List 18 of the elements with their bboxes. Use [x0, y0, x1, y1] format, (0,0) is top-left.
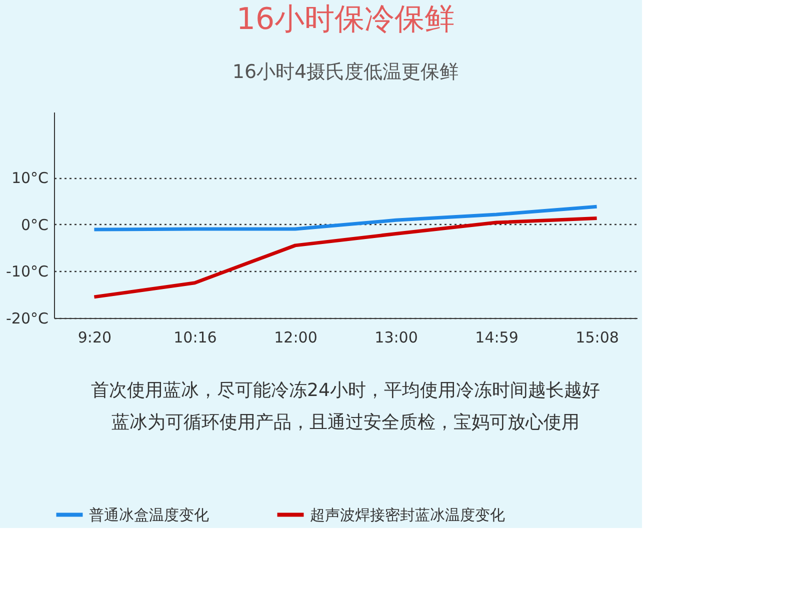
line-series — [92, 216, 599, 299]
text: 首次使用蓝冰，尽可能冷冻24小时，平均使用冷冻时间越长越好 — [91, 380, 600, 401]
line-series — [92, 204, 599, 232]
x-tick-label: 9:20 — [78, 328, 112, 346]
text: 蓝冰为可循环使用产品，且通过安全质检，宝妈可放心使用 — [112, 412, 580, 433]
legend-label: 普通冰盒温度变化 — [89, 506, 209, 524]
y-tick-label: 0°C — [20, 216, 48, 234]
y-tick-label: -20°C — [6, 310, 48, 328]
y-tick-label: 10°C — [11, 169, 48, 188]
x-tick-label: 10:16 — [174, 328, 217, 346]
x-tick-label: 14:59 — [475, 328, 518, 346]
chart-subtitle: 16小时4摄氏度低温更保鲜 — [232, 61, 459, 83]
x-tick-label: 12:00 — [274, 328, 318, 346]
y-tick-label: -10°C — [6, 262, 48, 281]
legend-label: 超声波焊接密封蓝冰温度变化 — [310, 506, 505, 524]
x-tick-label: 15:08 — [576, 328, 619, 346]
x-tick-label: 13:00 — [374, 328, 418, 346]
chart-title: 16小时保冷保鲜 — [236, 2, 455, 37]
